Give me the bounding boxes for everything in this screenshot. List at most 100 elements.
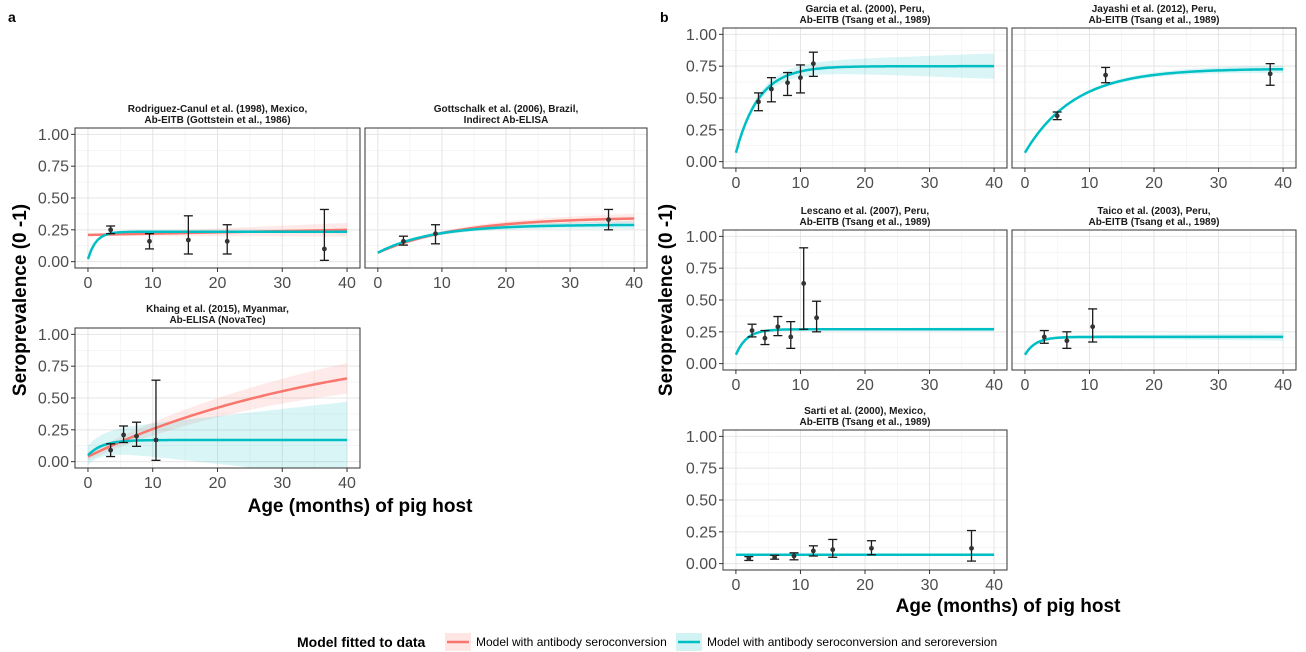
data-point xyxy=(401,238,406,244)
data-point xyxy=(606,217,611,223)
data-point xyxy=(1090,324,1096,330)
panel-title-line: Ab-EITB (Tsang et al., 1989) xyxy=(800,417,931,428)
data-point xyxy=(1103,72,1108,78)
data-point xyxy=(762,335,768,341)
data-point xyxy=(772,554,778,560)
y-tick-label: 0.50 xyxy=(686,91,717,108)
data-point xyxy=(791,553,797,559)
model-curve xyxy=(87,438,348,457)
panel-title-line: Ab-EITB (Tsang et al., 1989) xyxy=(1089,217,1220,228)
panel-title-line: Ab-EITB (Gottstein et al., 1986) xyxy=(144,115,290,126)
x-tick-label: 20 xyxy=(856,175,874,192)
x-tick-label: 10 xyxy=(1081,377,1099,394)
model-curve xyxy=(1023,67,1284,154)
panel-5: Jayashi et al. (2012), Peru,Ab-EITB (Tsa… xyxy=(1011,4,1297,192)
panel-8: Sarti et al. (2000), Mexico,Ab-EITB (Tsa… xyxy=(686,406,1008,594)
y-tick-label: 1.00 xyxy=(686,27,717,44)
model-curve xyxy=(734,64,995,154)
x-tick-label: 40 xyxy=(625,275,643,292)
panel-title-line: Sarti et al. (2000), Mexico, xyxy=(804,406,926,417)
data-point xyxy=(1041,334,1047,340)
model-curve xyxy=(377,223,635,254)
x-tick-label: 20 xyxy=(497,275,515,292)
panel-3: Khaing et al. (2015), Myanmar,Ab-ELISA (… xyxy=(38,304,361,492)
x-tick-label: 30 xyxy=(273,475,291,492)
x-tick-label: 0 xyxy=(1020,175,1029,192)
y-tick-label: 1.00 xyxy=(686,429,717,446)
ci-band xyxy=(735,53,995,156)
ci-band xyxy=(87,401,348,468)
x-tick-label: 20 xyxy=(209,475,227,492)
y-tick-label: 0.75 xyxy=(686,59,717,76)
x-tick-label: 40 xyxy=(985,377,1003,394)
model-curve xyxy=(86,230,348,260)
data-point xyxy=(788,334,794,340)
model-curve xyxy=(1023,335,1284,356)
panel-title-line: Taico et al. (2003), Peru, xyxy=(1097,206,1210,217)
y-tick-label: 0.00 xyxy=(38,254,69,271)
y-tick-label: 0.25 xyxy=(38,222,69,239)
data-point xyxy=(121,432,126,438)
x-tick-label: 20 xyxy=(1145,377,1163,394)
y-tick-label: 1.00 xyxy=(686,229,717,246)
y-tick-label: 1.00 xyxy=(38,127,69,144)
data-point xyxy=(775,324,781,330)
x-tick-label: 20 xyxy=(209,275,227,292)
panel-title-line: Gottschalk et al. (2006), Brazil, xyxy=(434,104,579,115)
y-tick-label: 0.50 xyxy=(38,191,69,208)
data-point xyxy=(756,99,761,105)
panel-title-line: Indirect Ab-ELISA xyxy=(464,115,549,126)
x-tick-label: 30 xyxy=(561,275,579,292)
x-tick-label: 40 xyxy=(1274,175,1292,192)
y-tick-label: 0.25 xyxy=(38,422,69,439)
y-tick-label: 0.00 xyxy=(686,556,717,573)
x-tick-label: 0 xyxy=(731,577,740,594)
panel-6: Lescano et al. (2007), Peru,Ab-EITB (Tsa… xyxy=(686,206,1008,394)
x-tick-label: 20 xyxy=(1145,175,1163,192)
data-point xyxy=(749,328,755,333)
x-tick-label: 0 xyxy=(731,377,740,394)
x-tick-label: 0 xyxy=(731,175,740,192)
x-tick-label: 30 xyxy=(921,175,939,192)
y-tick-label: 0.75 xyxy=(38,359,69,376)
data-point xyxy=(433,231,438,237)
x-tick-label: 10 xyxy=(1081,175,1099,192)
x-axis-title-a: Age (months) of pig host xyxy=(248,496,473,517)
y-tick-label: 0.25 xyxy=(686,324,717,341)
y-tick-label: 0.00 xyxy=(686,154,717,171)
ci-band xyxy=(1024,333,1284,356)
x-tick-label: 10 xyxy=(433,275,451,292)
x-tick-label: 30 xyxy=(1210,377,1228,394)
legend-title: Model fitted to data xyxy=(297,634,426,650)
y-tick-label: 0.75 xyxy=(686,461,717,478)
y-tick-label: 0.00 xyxy=(686,356,717,373)
x-tick-label: 30 xyxy=(921,577,939,594)
y-tick-label: 0.75 xyxy=(686,261,717,278)
data-point xyxy=(1064,338,1070,344)
legend-label-seroreversion: Model with antibody seroconversion and s… xyxy=(707,635,997,649)
x-tick-label: 10 xyxy=(792,377,810,394)
legend: Model fitted to data Model with antibody… xyxy=(297,633,997,651)
ci-band xyxy=(87,363,348,461)
data-point xyxy=(1267,71,1273,77)
data-point xyxy=(769,86,774,92)
panel-label-b: b xyxy=(660,9,669,25)
y-tick-label: 0.50 xyxy=(686,293,717,310)
panel-title-line: Lescano et al. (2007), Peru, xyxy=(801,206,930,217)
panel-title-line: Ab-EITB (Tsang et al., 1989) xyxy=(800,15,931,26)
x-tick-label: 40 xyxy=(985,175,1003,192)
panel-title-line: Khaing et al. (2015), Myanmar, xyxy=(146,304,289,315)
x-tick-label: 40 xyxy=(338,475,356,492)
x-tick-label: 30 xyxy=(921,377,939,394)
x-tick-label: 0 xyxy=(84,275,93,292)
panel-title-line: Ab-EITB (Tsang et al., 1989) xyxy=(1089,15,1220,26)
panel-title-line: Jayashi et al. (2012), Peru, xyxy=(1092,4,1217,15)
data-point xyxy=(746,556,752,561)
model-curve xyxy=(734,328,995,356)
model-curve xyxy=(87,377,348,458)
y-tick-label: 1.00 xyxy=(38,327,69,344)
data-point xyxy=(147,238,152,244)
x-tick-label: 10 xyxy=(792,175,810,192)
x-tick-label: 10 xyxy=(792,577,810,594)
panel-7: Taico et al. (2003), Peru,Ab-EITB (Tsang… xyxy=(1011,206,1297,394)
